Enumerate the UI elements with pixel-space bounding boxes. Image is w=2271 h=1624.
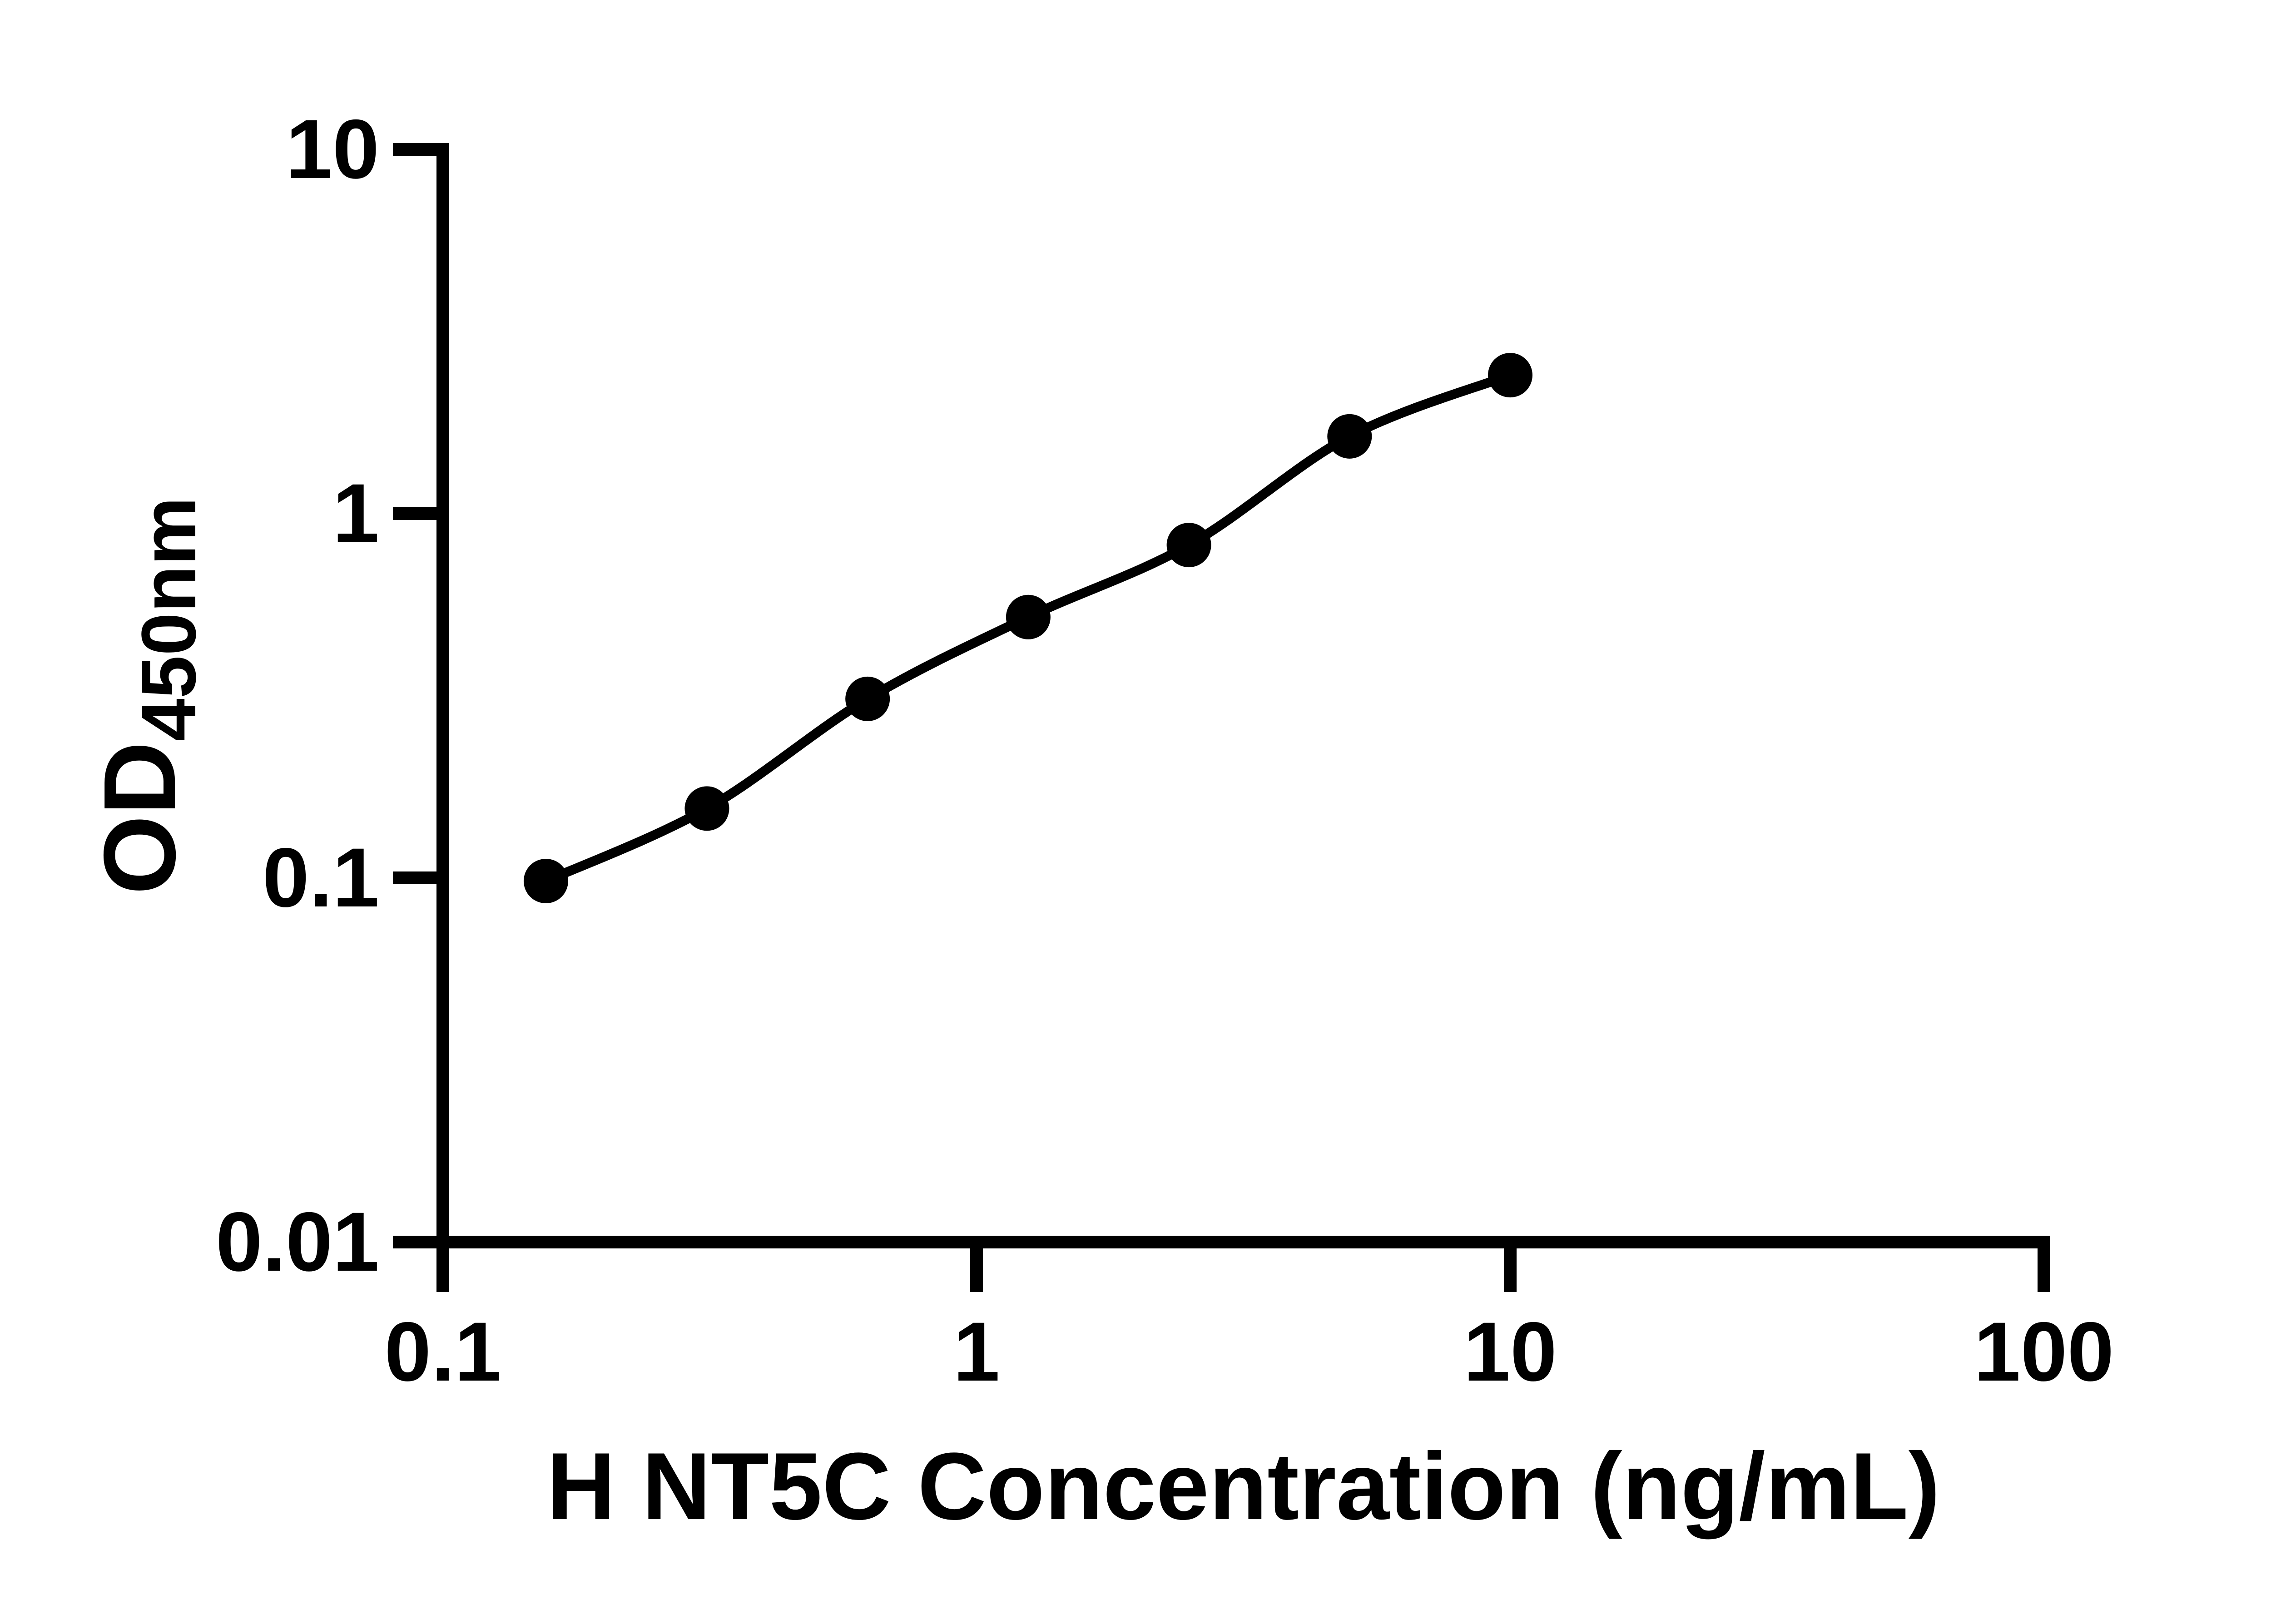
data-point xyxy=(845,676,890,721)
y-tick-label-1: 1 xyxy=(332,467,379,560)
data-point xyxy=(684,786,729,831)
data-point xyxy=(1006,594,1051,639)
data-point xyxy=(1488,353,1532,398)
y-axis-title-sub: 450nm xyxy=(126,497,212,742)
x-tick-label-100: 100 xyxy=(1974,1305,2114,1399)
data-point xyxy=(1327,414,1372,459)
y-axis-title: OD450nm xyxy=(82,497,212,895)
y-axis-tick-labels: 0.01 0.1 1 10 xyxy=(216,103,379,1289)
y-axis-ticks xyxy=(393,143,443,1248)
x-tick-label-10: 10 xyxy=(1463,1305,1557,1399)
x-axis-ticks xyxy=(436,1242,2050,1292)
x-tick-label-1: 1 xyxy=(953,1305,1000,1399)
y-axis-title-main: OD xyxy=(82,742,197,895)
y-tick-label-0.1: 0.1 xyxy=(263,831,379,925)
y-tick-label-10: 10 xyxy=(286,103,379,196)
x-axis-tick-labels: 0.1 1 10 100 xyxy=(384,1305,2114,1399)
y-tick-label-0.01: 0.01 xyxy=(216,1195,379,1289)
x-axis-title: H NT5C Concentration (ng/mL) xyxy=(546,1433,1940,1540)
x-tick-label-0.1: 0.1 xyxy=(384,1305,501,1399)
data-point xyxy=(523,859,568,904)
data-point xyxy=(1166,523,1211,568)
data-point-group xyxy=(523,353,1532,904)
